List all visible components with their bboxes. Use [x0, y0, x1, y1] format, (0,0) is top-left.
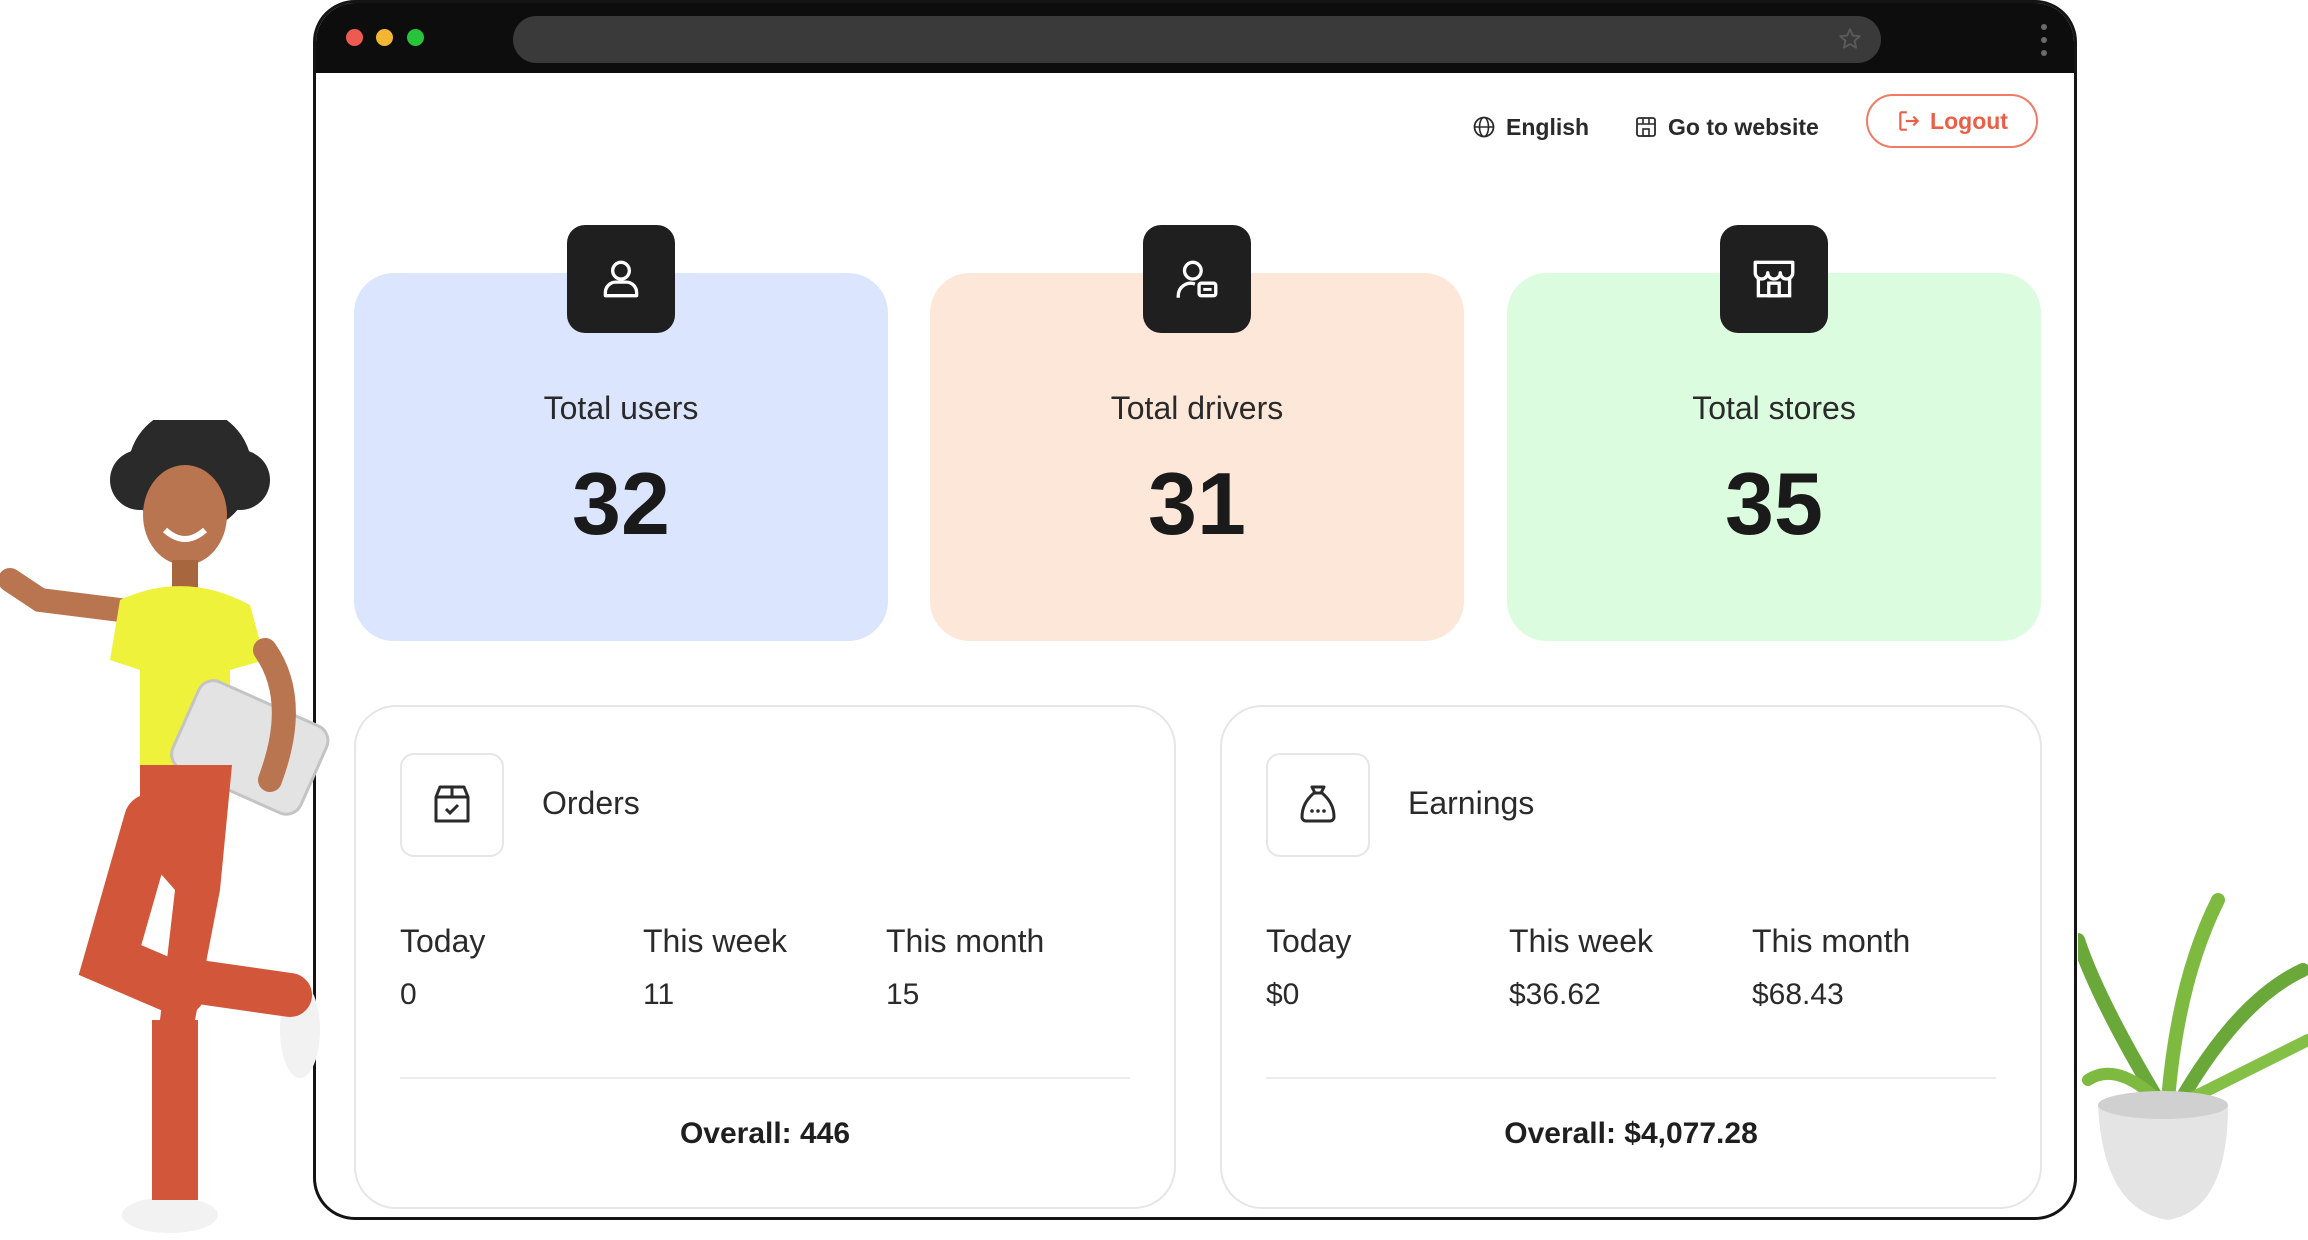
earnings-today: Today $0 — [1266, 923, 1351, 1012]
period-value: $68.43 — [1752, 978, 1844, 1011]
language-selector[interactable]: English — [1472, 105, 1589, 149]
orders-this-week: This week 11 — [643, 923, 787, 1012]
total-users-card: Total users 32 — [354, 225, 888, 641]
earnings-overall: Overall: $4,077.28 — [1504, 1117, 1758, 1150]
period-label: This week — [643, 923, 788, 959]
user-icon — [567, 225, 675, 333]
go-to-website-label: Go to website — [1668, 113, 1819, 140]
period-value: 15 — [886, 978, 920, 1011]
period-label: This week — [1509, 923, 1654, 959]
globe-icon — [1473, 116, 1495, 138]
storefront-icon — [1636, 117, 1656, 137]
browser-titlebar — [316, 3, 2074, 73]
earnings-this-week: This week $36.62 — [1509, 923, 1653, 1012]
language-label: English — [1506, 113, 1590, 140]
stat-value: 35 — [1725, 454, 1823, 553]
more-menu-icon[interactable] — [2040, 23, 2048, 57]
earnings-title: Earnings — [1408, 785, 1535, 821]
stat-value: 32 — [572, 454, 670, 553]
browser-window: English Go to website Logout Total users… — [313, 0, 2077, 1220]
divider — [1266, 1077, 1996, 1079]
period-value: 11 — [643, 978, 675, 1011]
period-label: Today — [1266, 923, 1352, 959]
total-drivers-card: Total drivers 31 — [930, 225, 1464, 641]
earnings-this-month: This month $68.43 — [1752, 923, 1910, 1012]
money-bag-icon — [1266, 753, 1370, 857]
period-value: 0 — [400, 978, 417, 1011]
address-bar[interactable] — [513, 16, 1881, 63]
orders-title: Orders — [542, 785, 640, 821]
person-illustration — [0, 420, 330, 1233]
divider — [400, 1077, 1130, 1079]
store-icon — [1720, 225, 1828, 333]
window-maximize-button[interactable] — [407, 29, 424, 46]
period-label: Today — [400, 923, 486, 959]
go-to-website-link[interactable]: Go to website — [1634, 105, 1819, 149]
stat-label: Total users — [543, 390, 699, 426]
period-label: This month — [1752, 923, 1911, 959]
stat-label: Total stores — [1692, 390, 1856, 426]
total-stores-card: Total stores 35 — [1507, 225, 2041, 641]
stat-label: Total drivers — [1110, 390, 1284, 426]
orders-card: Orders Today 0 This week 11 This month 1… — [354, 705, 1176, 1209]
package-check-icon — [400, 753, 504, 857]
period-label: This month — [886, 923, 1045, 959]
orders-today: Today 0 — [400, 923, 485, 1012]
period-value: $0 — [1266, 978, 1300, 1011]
logout-icon — [1899, 111, 1920, 131]
logout-label: Logout — [1930, 107, 2008, 134]
earnings-card: Earnings Today $0 This week $36.62 This … — [1220, 705, 2042, 1209]
orders-overall: Overall: 446 — [679, 1117, 851, 1150]
logout-button[interactable]: Logout — [1866, 94, 2038, 148]
stat-value: 31 — [1148, 454, 1246, 553]
window-minimize-button[interactable] — [376, 29, 393, 46]
window-close-button[interactable] — [346, 29, 363, 46]
orders-this-month: This month 15 — [886, 923, 1044, 1012]
star-icon[interactable] — [1837, 26, 1863, 52]
period-value: $36.62 — [1509, 978, 1601, 1011]
driver-icon — [1143, 225, 1251, 333]
plant-illustration — [2078, 893, 2308, 1220]
